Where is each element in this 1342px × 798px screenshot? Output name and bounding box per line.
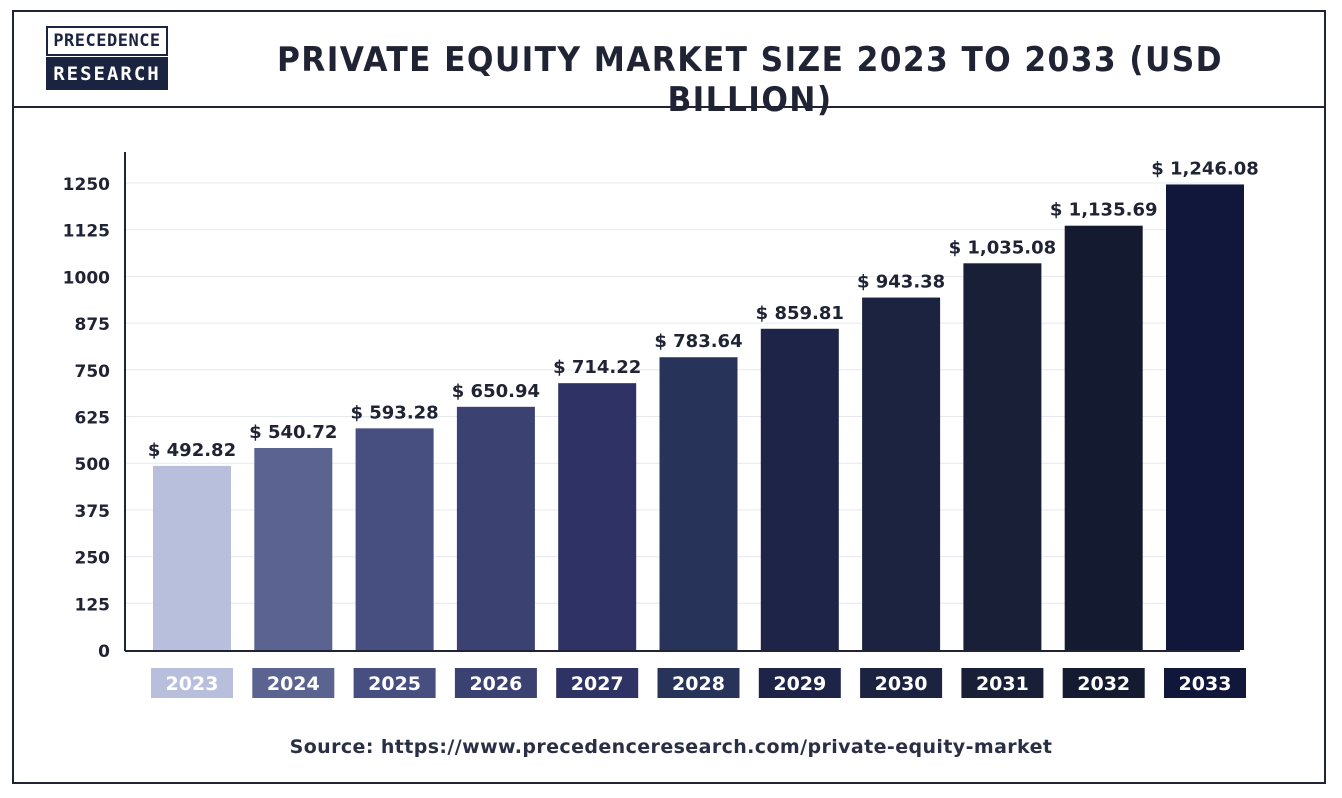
bar-2028 [659,357,738,650]
category-label: 2028 [672,673,725,695]
category-label: 2024 [267,673,320,695]
category-label: 2032 [1077,673,1130,695]
category-label: 2026 [469,673,522,695]
bar-2024 [254,447,333,650]
source-citation: Source: https://www.precedenceresearch.c… [289,736,1053,758]
category-label: 2025 [368,673,421,695]
y-tick-label: 750 [75,362,111,382]
y-tick-label: 375 [75,502,111,522]
logo-line-1: PRECEDENCE [46,26,168,56]
bar-2032 [1064,225,1143,650]
y-tick-label: 1000 [63,268,110,288]
value-label: $ 650.94 [452,381,540,402]
category-tag [252,668,335,698]
precedence-research-logo: PRECEDENCE RESEARCH [46,26,168,90]
header-divider [12,106,1326,108]
category-tag [1164,668,1246,698]
category-tag [860,668,943,698]
logo-line-2: RESEARCH [46,57,168,90]
category-tag [454,668,537,698]
category-label: 2029 [773,673,826,695]
chart-frame [12,10,1326,784]
category-tag [556,668,639,698]
bar-2033 [1166,184,1244,650]
y-tick-label: 1125 [63,222,110,242]
bar-2029 [760,328,839,650]
category-label: 2030 [875,673,928,695]
category-label: 2023 [166,673,219,695]
y-tick-label: 875 [75,315,111,335]
y-tick-label: 250 [75,549,111,569]
value-label: $ 1,135.69 [1050,200,1158,221]
bar-2027 [558,383,637,650]
y-tick-label: 625 [75,409,111,429]
category-tag [758,668,841,698]
category-tag [353,668,436,698]
bar-2031 [963,263,1042,650]
bar-2026 [456,406,535,650]
bar-2030 [862,297,941,650]
y-tick-label: 125 [75,595,111,615]
category-label: 2027 [571,673,624,695]
category-tag [657,668,740,698]
value-label: $ 859.81 [756,303,844,324]
y-tick-label: 0 [98,642,110,662]
value-label: $ 1,035.08 [949,237,1057,258]
category-label: 2033 [1179,673,1232,695]
y-tick-label: 1250 [63,175,110,195]
value-label: $ 1,246.08 [1151,158,1259,179]
value-label: $ 783.64 [654,331,742,352]
chart-title: PRIVATE EQUITY MARKET SIZE 2023 TO 2033 … [277,40,1223,120]
category-tag [151,668,233,698]
y-tick-label: 500 [75,455,111,475]
value-label: $ 714.22 [553,357,641,378]
value-label: $ 492.82 [148,440,236,461]
value-label: $ 540.72 [249,422,337,443]
bar-2023 [153,465,231,650]
value-label: $ 593.28 [350,402,438,423]
bar-2025 [355,428,434,650]
category-tag [961,668,1044,698]
category-tag [1062,668,1145,698]
category-label: 2031 [976,673,1029,695]
value-label: $ 943.38 [857,272,945,293]
